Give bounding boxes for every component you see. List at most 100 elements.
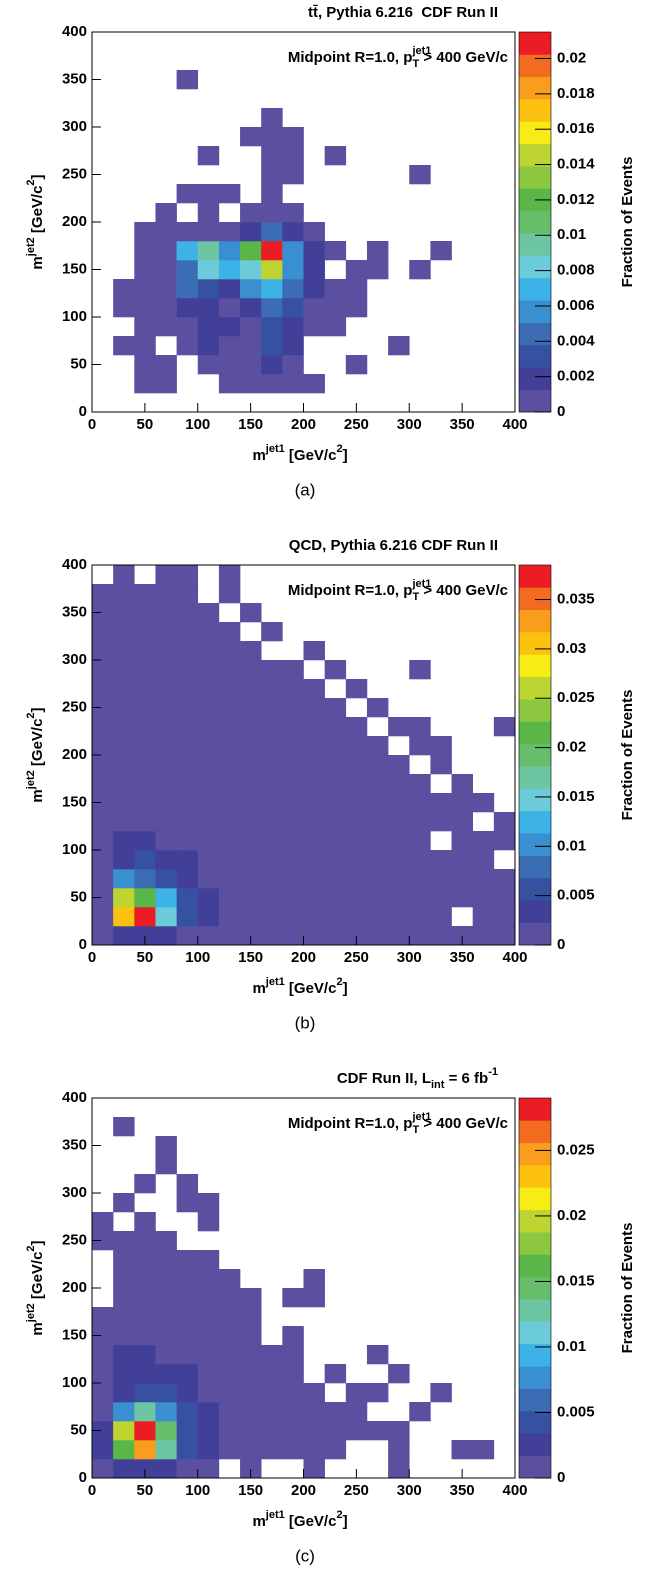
heat-cell: [113, 926, 135, 946]
heat-cell: [366, 850, 389, 870]
heat-cell: [113, 1307, 135, 1327]
heat-cell: [218, 660, 241, 680]
heat-cell: [240, 888, 262, 908]
heat-cell: [366, 812, 389, 832]
heat-cell: [282, 146, 304, 166]
heat-cell: [176, 755, 199, 775]
heat-cell: [113, 1250, 135, 1270]
heat-cell: [218, 774, 241, 794]
x-tick-label: 350: [450, 416, 475, 433]
heat-cell: [366, 793, 389, 813]
heat-cell: [197, 1364, 220, 1384]
x-tick-label: 400: [502, 949, 527, 966]
heat-cell: [240, 717, 262, 737]
heat-cell: [240, 1402, 262, 1422]
heat-cell: [324, 755, 347, 775]
heat-cell: [345, 1421, 368, 1441]
colorbar-band: [519, 121, 551, 145]
heat-cell: [451, 774, 473, 794]
heat-cell: [430, 1383, 452, 1403]
heat-cell: [113, 1288, 135, 1308]
heat-cell: [282, 755, 304, 775]
heat-cell: [176, 565, 199, 585]
y-tick-label: 200: [62, 1279, 87, 1296]
heat-cell: [113, 736, 135, 756]
heat-cell: [134, 603, 156, 623]
heat-cell: [303, 1402, 325, 1422]
heat-cell: [324, 812, 347, 832]
heat-cell: [134, 736, 156, 756]
heat-cell: [388, 850, 410, 870]
heat-cell: [388, 926, 410, 946]
heat-cell: [240, 698, 262, 718]
heat-cell: [261, 146, 283, 166]
heat-cell: [134, 774, 156, 794]
heat-cell: [240, 374, 262, 394]
heat-cell: [155, 774, 177, 794]
heat-cell: [430, 850, 452, 870]
heat-cell: [155, 1345, 177, 1365]
colorbar-band: [519, 1254, 551, 1278]
heat-cell: [324, 279, 347, 299]
colorbar-band: [519, 922, 551, 946]
y-tick-label: 100: [62, 841, 87, 858]
heat-cell: [155, 1459, 177, 1479]
heat-cell: [366, 774, 389, 794]
heat-cell: [324, 869, 347, 889]
y-tick-label: 200: [62, 213, 87, 230]
heat-cell: [176, 584, 199, 604]
heat-cell: [282, 774, 304, 794]
heat-cell: [240, 355, 262, 375]
y-axis-label: mjet2 [GeV/c2]: [25, 707, 46, 802]
heat-cell: [92, 888, 114, 908]
chart-title-part: tt̄, Pythia 6.216 CDF Run II: [308, 4, 498, 21]
heat-cell: [430, 241, 452, 261]
heat-cell: [92, 679, 114, 699]
heat-cell: [218, 1440, 241, 1460]
heat-cell: [134, 317, 156, 337]
heat-cell: [303, 793, 325, 813]
heat-cell: [113, 1193, 135, 1213]
heat-cell: [261, 1402, 283, 1422]
heat-cell: [134, 907, 156, 927]
x-axis-label-part: m: [252, 980, 265, 997]
heat-cell: [303, 374, 325, 394]
z-axis-label: Fraction of Events: [619, 690, 636, 821]
heat-cell: [92, 1421, 114, 1441]
heat-cell: [113, 831, 135, 851]
heat-cell: [240, 641, 262, 661]
heat-cell: [451, 1440, 473, 1460]
heat-cell: [472, 1440, 495, 1460]
heat-cell: [345, 298, 368, 318]
x-tick-label: 400: [502, 1482, 527, 1499]
y-tick-label: 250: [62, 165, 87, 182]
y-tick-label: 0: [79, 936, 87, 953]
y-axis-label: mjet2 [GeV/c2]: [25, 1240, 46, 1335]
heat-cell: [155, 1250, 177, 1270]
heat-cell: [493, 907, 516, 927]
heat-cell: [155, 622, 177, 642]
heat-cell: [218, 336, 241, 356]
heat-cell: [155, 584, 177, 604]
annotation-part: > 400 GeV/c: [419, 1115, 508, 1132]
heat-cell: [92, 603, 114, 623]
heat-cell: [155, 755, 177, 775]
heat-cell: [113, 698, 135, 718]
heat-cell: [261, 336, 283, 356]
heat-cell: [218, 679, 241, 699]
heat-cell: [261, 1440, 283, 1460]
heat-cell: [303, 926, 325, 946]
heat-cell: [493, 812, 516, 832]
y-tick-label: 350: [62, 70, 87, 87]
z-tick-label: 0.016: [557, 120, 595, 137]
heat-cell: [92, 793, 114, 813]
heat-cell: [303, 850, 325, 870]
heat-cell: [134, 1307, 156, 1327]
heat-cell: [366, 1421, 389, 1441]
heat-cell: [324, 793, 347, 813]
heat-cell: [240, 774, 262, 794]
heat-cell: [282, 317, 304, 337]
y-tick-label: 250: [62, 698, 87, 715]
heat-cell: [345, 679, 368, 699]
heat-cell: [261, 793, 283, 813]
